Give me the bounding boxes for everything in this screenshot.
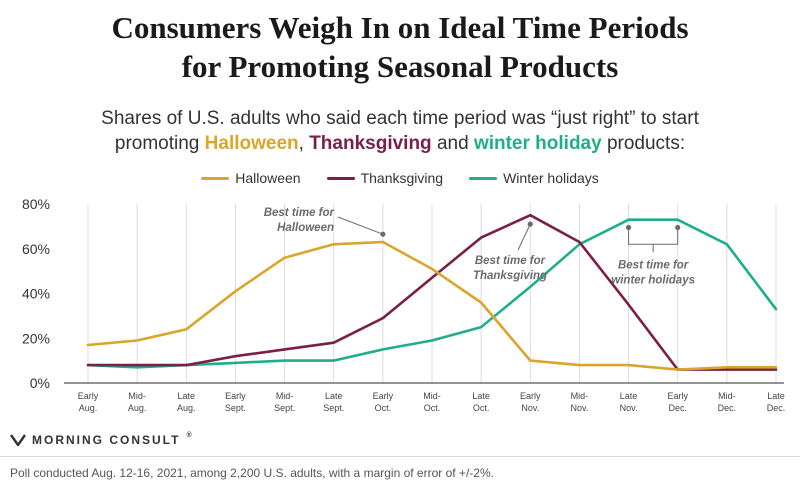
x-tick-label-line: Nov.	[571, 403, 589, 413]
x-tick-label-5: Late Sept.	[323, 391, 344, 413]
x-tick-label-line: Mid-	[571, 391, 589, 401]
x-tick-label-line: Oct.	[424, 403, 441, 413]
legend-swatch-winter	[469, 176, 498, 180]
brand-name: MORNING CONSULT	[32, 433, 181, 447]
x-tick-label-line: Mid-	[128, 391, 146, 401]
x-tick-label-line: Dec.	[767, 403, 786, 413]
x-tick-label-line: Nov.	[620, 403, 638, 413]
x-tick-label-13: Mid- Dec.	[718, 391, 737, 413]
brand-trademark: ®	[186, 431, 192, 439]
legend-label-halloween: Halloween	[235, 170, 301, 186]
chart-legend: Halloween Thanksgiving Winter holidays	[0, 170, 800, 186]
x-tick-label-line: Late	[620, 391, 638, 401]
annotation-thanksgiving-label: Best time for Thanksgiving	[473, 255, 547, 282]
x-tick-label-line: Late	[325, 391, 343, 401]
x-tick-label-line: Sept.	[274, 403, 295, 413]
y-tick-label-2: 40%	[22, 286, 50, 302]
legend-item-winter: Winter holidays	[469, 170, 599, 186]
annotation-halloween-dot	[380, 231, 386, 237]
x-tick-label-line: Early	[667, 391, 688, 401]
annotation-winter-dot-2	[675, 224, 681, 231]
x-tick-label-10: Mid- Nov.	[571, 391, 589, 413]
annotation-halloween-label-line: Best time for	[264, 207, 335, 219]
chart-subtitle: Shares of U.S. adults who said each time…	[0, 106, 800, 156]
x-tick-label-line: Early	[225, 391, 246, 401]
subtitle-halloween: Halloween	[204, 133, 299, 154]
x-tick-label-line: Early	[520, 391, 541, 401]
annotation-winter-bracket	[628, 227, 679, 253]
x-tick-label-line: Early	[373, 391, 394, 401]
chart-title: Consumers Weigh In on Ideal Time Periods…	[0, 8, 800, 86]
annotation-thanksgiving-dot	[527, 221, 533, 227]
legend-item-thanksgiving: Thanksgiving	[326, 170, 444, 186]
x-tick-label-line: Oct.	[375, 403, 392, 413]
x-tick-label-line: Nov.	[521, 403, 539, 413]
x-tick-label-2: Late Aug.	[177, 391, 196, 413]
y-tick-label-0: 0%	[30, 375, 50, 391]
x-tick-label-11: Late Nov.	[620, 391, 638, 413]
x-tick-label-line: Early	[78, 391, 99, 401]
x-tick-label-12: Early Dec.	[667, 391, 688, 413]
x-tick-label-line: Mid-	[423, 391, 441, 401]
x-tick-label-line: Late	[767, 391, 785, 401]
annotation-winter-label-line: Best time for	[618, 259, 689, 271]
annotation-thanksgiving-label-line: Best time for	[475, 255, 546, 267]
x-tick-label-6: Early Oct.	[373, 391, 394, 413]
annotation-halloween-leader	[337, 216, 384, 235]
legend-label-winter: Winter holidays	[503, 170, 599, 186]
x-tick-label-line: Aug.	[177, 403, 196, 413]
title-line-2: for Promoting Seasonal Products	[181, 49, 619, 84]
x-tick-label-line: Late	[178, 391, 196, 401]
line-chart: 0%20%40%60%80%Early Aug.Mid-Aug.Late Aug.E…	[22, 196, 786, 413]
x-tick-label-line: Oct.	[473, 403, 490, 413]
subtitle-prefix: promoting	[114, 133, 205, 154]
brand-logo: MORNING CONSULT ®	[10, 431, 192, 447]
x-tick-label-4: Mid- Sept.	[274, 391, 295, 413]
subtitle-winter: winter holiday	[473, 133, 602, 154]
x-tick-label-line: Mid-	[276, 391, 294, 401]
series-line-winter	[86, 218, 778, 369]
x-tick-label-8: Late Oct.	[472, 391, 490, 413]
legend-swatch-halloween	[201, 176, 230, 180]
x-tick-label-line: Dec.	[668, 403, 687, 413]
x-tick-label-7: Mid- Oct.	[423, 391, 441, 413]
legend-label-thanksgiving: Thanksgiving	[360, 170, 444, 186]
x-tick-label-line: Sept.	[323, 403, 344, 413]
x-tick-label-14: Late Dec.	[767, 391, 786, 413]
title-line-1: Consumers Weigh In on Ideal Time Periods	[111, 10, 689, 45]
annotation-winter-dot-1	[625, 224, 632, 231]
x-tick-label-line: Mid-	[718, 391, 736, 401]
y-tick-label-3: 60%	[22, 241, 50, 257]
x-tick-label-line: Sept.	[225, 403, 246, 413]
x-tick-label-line: Aug.	[128, 403, 147, 413]
y-tick-label-1: 20%	[22, 330, 50, 346]
x-tick-label-line: Dec.	[718, 403, 737, 413]
annotation-thanksgiving-label-line: Thanksgiving	[473, 270, 547, 282]
annotation-halloween-label-line: Halloween	[277, 222, 334, 234]
subtitle-thanksgiving: Thanksgiving	[309, 133, 432, 154]
x-tick-label-line: Late	[472, 391, 490, 401]
subtitle-line-1: Shares of U.S. adults who said each time…	[101, 108, 699, 129]
subtitle-line-2: promoting Halloween, Thanksgiving and wi…	[0, 131, 800, 156]
footer-divider	[0, 456, 800, 457]
x-tick-label-0: Early Aug.	[78, 391, 99, 413]
x-tick-label-1: Mid- Aug.	[128, 391, 147, 413]
annotation-thanksgiving-leader	[517, 223, 531, 251]
legend-swatch-thanksgiving	[326, 176, 355, 180]
annotation-halloween-label: Best time for Halloween	[264, 207, 335, 234]
y-tick-label-4: 80%	[22, 196, 50, 212]
footnote: Poll conducted Aug. 12-16, 2021, among 2…	[10, 466, 494, 480]
series-line-halloween	[86, 240, 778, 371]
x-tick-label-9: Early Nov.	[520, 391, 541, 413]
x-tick-label-3: Early Sept.	[225, 391, 246, 413]
subtitle-suffix: products:	[601, 133, 686, 154]
x-tick-label-line: Aug.	[79, 403, 98, 413]
subtitle-comma: ,	[298, 133, 310, 154]
brand-mark-icon	[10, 434, 26, 446]
annotation-winter-label: Best time for winter holidays	[611, 259, 695, 286]
series-line-thanksgiving	[86, 213, 778, 371]
annotation-winter-label-line: winter holidays	[611, 274, 695, 286]
subtitle-and: and	[431, 133, 474, 154]
legend-item-halloween: Halloween	[201, 170, 301, 186]
